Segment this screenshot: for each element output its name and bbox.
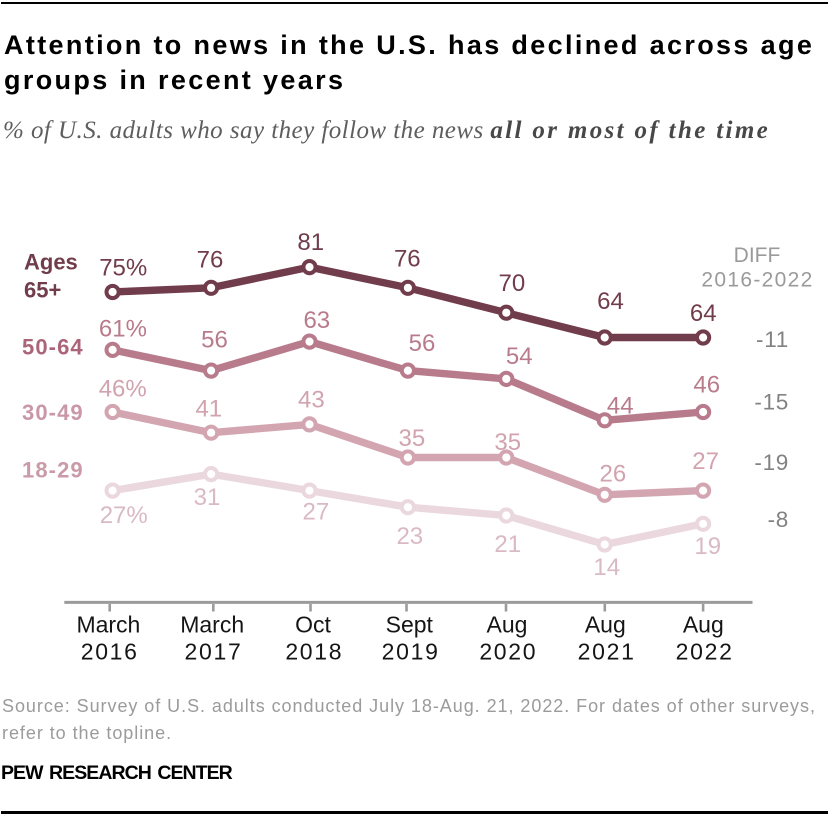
svg-text:46: 46 [693,372,720,399]
svg-text:Aug: Aug [487,611,528,637]
svg-text:61%: 61% [99,315,147,342]
svg-text:Aug: Aug [683,611,724,637]
svg-text:43: 43 [298,387,325,414]
svg-text:81: 81 [297,229,324,256]
svg-text:2022: 2022 [676,638,734,664]
svg-text:2019: 2019 [382,638,440,664]
svg-text:26: 26 [600,460,627,487]
svg-text:31: 31 [194,484,221,511]
svg-text:44: 44 [607,392,634,419]
svg-text:41: 41 [195,396,222,423]
svg-text:21: 21 [494,531,521,558]
svg-text:2018: 2018 [285,638,343,664]
svg-text:30-49: 30-49 [22,400,84,425]
svg-text:2017: 2017 [185,638,243,664]
svg-text:DIFF: DIFF [734,244,781,267]
svg-text:27%: 27% [100,502,148,529]
svg-text:56: 56 [409,330,436,357]
svg-text:56: 56 [201,327,228,354]
svg-text:19: 19 [694,533,721,560]
svg-text:14: 14 [593,554,620,581]
svg-text:Aug: Aug [585,611,626,637]
svg-text:March: March [180,611,244,637]
svg-text:76: 76 [394,245,421,272]
svg-text:27: 27 [303,498,330,525]
svg-text:Sept: Sept [386,611,434,637]
svg-text:2016: 2016 [81,638,139,664]
svg-text:46%: 46% [99,375,147,402]
svg-text:75%: 75% [99,255,147,282]
svg-text:54: 54 [506,343,533,370]
svg-text:18-29: 18-29 [22,457,84,482]
svg-text:76: 76 [197,246,224,273]
svg-text:35: 35 [494,429,521,456]
svg-text:-15: -15 [754,390,789,415]
svg-text:March: March [76,611,140,637]
svg-text:35: 35 [399,425,426,452]
svg-text:Ages: Ages [24,250,78,275]
svg-text:27: 27 [692,448,719,475]
svg-text:70: 70 [499,270,526,297]
svg-text:2020: 2020 [479,638,537,664]
svg-text:64: 64 [690,300,717,327]
svg-text:-11: -11 [756,327,789,352]
svg-text:23: 23 [396,523,423,550]
svg-text:-8: -8 [768,507,789,532]
svg-text:-19: -19 [754,450,789,475]
svg-text:Oct: Oct [295,611,331,637]
svg-text:2021: 2021 [578,638,636,664]
svg-text:50-64: 50-64 [22,334,84,359]
svg-text:64: 64 [597,288,624,315]
svg-text:65+: 65+ [24,278,61,303]
svg-text:2016-2022: 2016-2022 [701,269,813,292]
svg-text:63: 63 [303,307,330,334]
